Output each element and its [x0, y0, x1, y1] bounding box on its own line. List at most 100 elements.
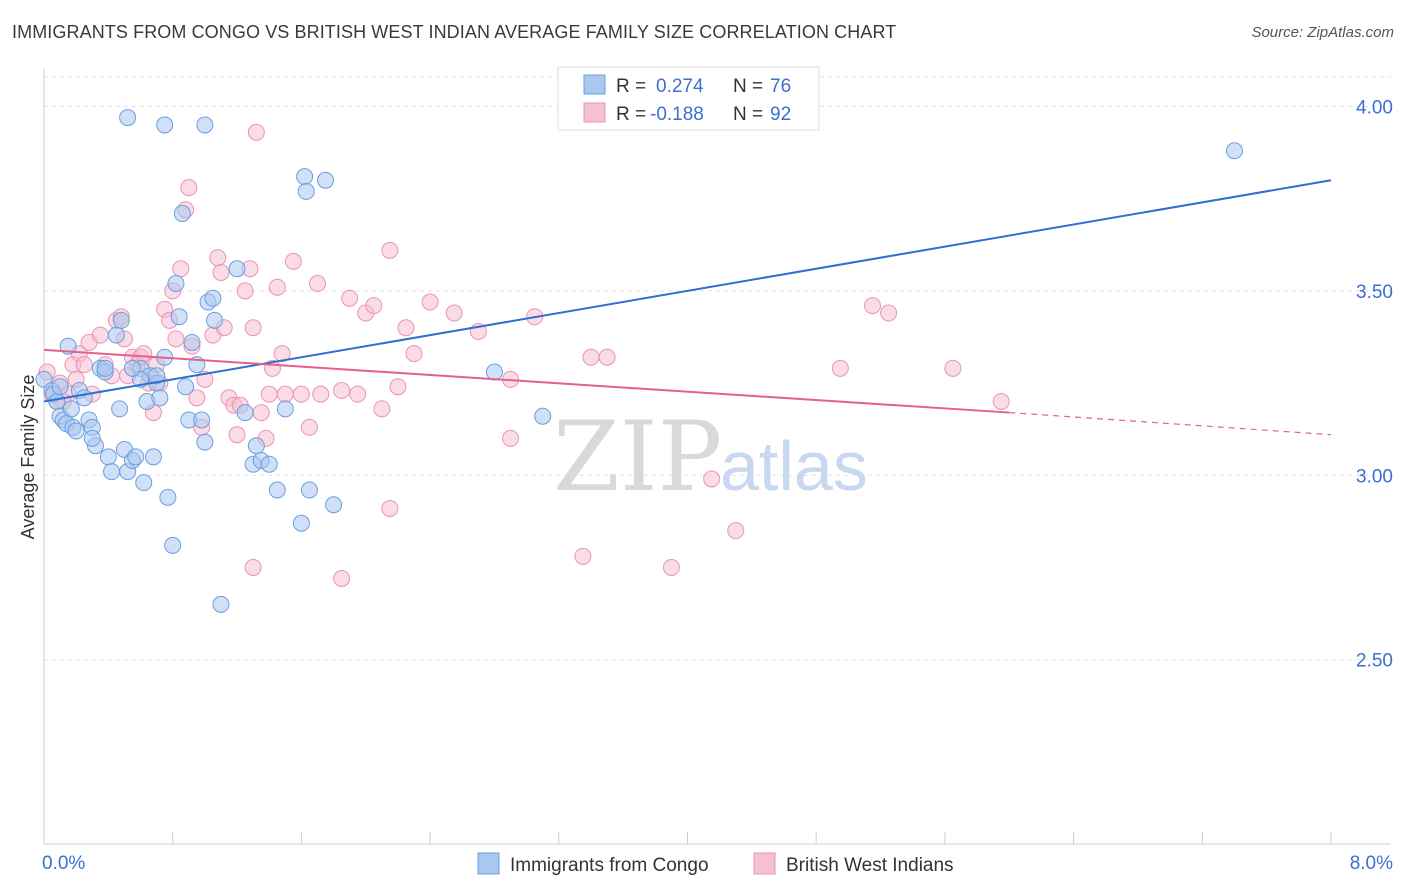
bwi-point-28 [167, 330, 185, 348]
congo-point-74 [67, 422, 85, 440]
congo-point-3 [48, 393, 66, 410]
congo-point-75 [51, 378, 69, 396]
bwi-point-69 [405, 345, 423, 363]
congo-point-46 [204, 289, 222, 307]
legend-n-label-bwi: N = [733, 104, 763, 125]
congo-point-41 [183, 334, 201, 351]
series-legend: Immigrants from Congo British West India… [477, 852, 954, 876]
bottom-legend-label-congo: Immigrants from Congo [510, 855, 709, 876]
bwi-point-20 [135, 345, 153, 363]
congo-point-58 [297, 182, 315, 200]
x-tick-label-0: 0.0% [42, 853, 85, 874]
bwi-point-81 [574, 547, 592, 565]
bottom-legend-swatch-congo [477, 852, 500, 875]
bwi-point-65 [373, 400, 391, 418]
congo-point-64 [196, 116, 214, 134]
bwi-point-48 [252, 404, 270, 422]
congo-point-25 [127, 448, 145, 466]
legend-n-label-congo: N = [733, 76, 763, 97]
bwi-point-37 [209, 249, 227, 267]
bwi-point-60 [333, 381, 351, 399]
trend-lines [43, 179, 1332, 436]
bottom-legend-label-bwi: British West Indians [786, 855, 954, 876]
congo-point-39 [177, 378, 195, 396]
bwi-point-82 [662, 558, 680, 576]
legend-r-label-congo: R = [616, 76, 646, 97]
congo-point-44 [196, 433, 214, 451]
bwi-point-64 [365, 297, 383, 315]
congo-point-65 [485, 363, 503, 381]
y-tick-label-3: 4.00 [1356, 98, 1393, 119]
watermark: ZIP atlas [553, 401, 868, 513]
bwi-point-84 [727, 522, 745, 540]
congo-point-56 [292, 514, 310, 532]
congo-point-72 [212, 595, 230, 613]
bwi-point-42 [228, 426, 246, 444]
congo-point-61 [325, 496, 343, 514]
bwi-point-44 [236, 282, 254, 300]
watermark-atlas: atlas [720, 427, 868, 505]
bwi-point-88 [944, 359, 962, 377]
congo-point-8 [62, 400, 80, 418]
congo-point-51 [247, 437, 265, 455]
bwi-point-85 [831, 359, 849, 377]
bwi-point-31 [180, 179, 198, 197]
legend-n-value-bwi: 92 [770, 104, 791, 125]
congo-point-66 [534, 407, 552, 425]
congo-point-73 [83, 429, 101, 447]
congo-point-47 [206, 311, 224, 329]
congo-point-18 [103, 463, 121, 481]
chart-title: IMMIGRANTS FROM CONGO VS BRITISH WEST IN… [12, 22, 897, 42]
congo-point-19 [107, 326, 125, 344]
bwi-point-74 [502, 429, 520, 447]
congo-point-63 [156, 116, 174, 134]
y-tick-label-2: 3.50 [1356, 282, 1393, 303]
bwi-point-55 [284, 252, 302, 270]
congo-point-43 [193, 411, 211, 429]
congo-point-21 [112, 311, 130, 329]
bwi-point-62 [349, 385, 367, 403]
bwi-point-79 [333, 570, 351, 587]
series-immigrants-from-congo [35, 109, 1243, 613]
source-label: Source: ZipAtlas.com [1251, 24, 1394, 41]
congo-point-17 [99, 448, 117, 466]
congo-point-69 [148, 367, 166, 385]
gridlines [44, 76, 1391, 661]
legend-n-value-congo: 76 [770, 76, 791, 97]
legend-r-value-congo: 0.274 [656, 76, 704, 97]
bwi-point-54 [276, 385, 294, 403]
bwi-point-52 [268, 278, 286, 296]
bwi-point-68 [397, 319, 415, 337]
y-tick-label-0: 2.50 [1356, 651, 1393, 672]
congo-point-37 [170, 308, 188, 326]
bwi-point-89 [992, 393, 1010, 410]
bwi-point-50 [260, 385, 278, 403]
legend-r-label-bwi: R = [616, 104, 646, 125]
congo-point-67 [1225, 142, 1243, 160]
bwi-point-83 [703, 470, 721, 488]
watermark-zip: ZIP [553, 401, 722, 513]
congo-point-62 [119, 109, 137, 127]
congo-point-35 [164, 536, 182, 554]
congo-point-55 [276, 400, 294, 418]
bwi-point-56 [292, 385, 310, 403]
series-british-west-indians [38, 123, 1010, 587]
bwi-point-77 [598, 348, 616, 366]
legend-swatch-congo [583, 74, 606, 95]
bwi-point-59 [312, 385, 330, 403]
congo-point-60 [317, 171, 335, 189]
trend-line-bwi [43, 348, 1010, 414]
bwi-point-38 [212, 263, 230, 281]
congo-point-32 [151, 389, 169, 407]
legend-swatch-bwi [583, 102, 606, 123]
congo-point-57 [296, 168, 314, 186]
tick-labels: 2.50 3.00 3.50 4.00 0.0% 8.0% [42, 98, 1393, 875]
bwi-point-58 [308, 275, 326, 292]
bottom-legend-swatch-bwi [753, 852, 776, 875]
axes [43, 68, 1391, 845]
y-axis-title: Average Family Size [18, 375, 38, 540]
congo-point-70 [123, 359, 141, 377]
bwi-point-7 [75, 356, 93, 374]
congo-point-34 [159, 488, 177, 506]
